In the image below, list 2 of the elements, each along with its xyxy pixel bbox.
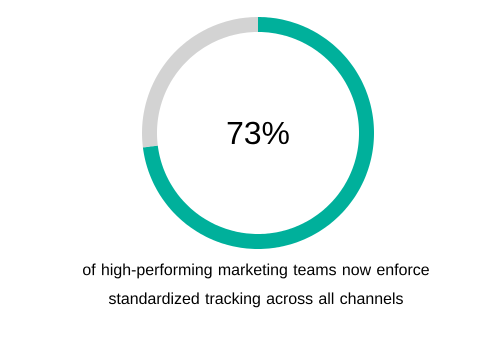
text: of high-performing marketing teams now enforce standardized tracking across all channels (83, 264, 429, 308)
data-label: 73% (228, 122, 289, 144)
